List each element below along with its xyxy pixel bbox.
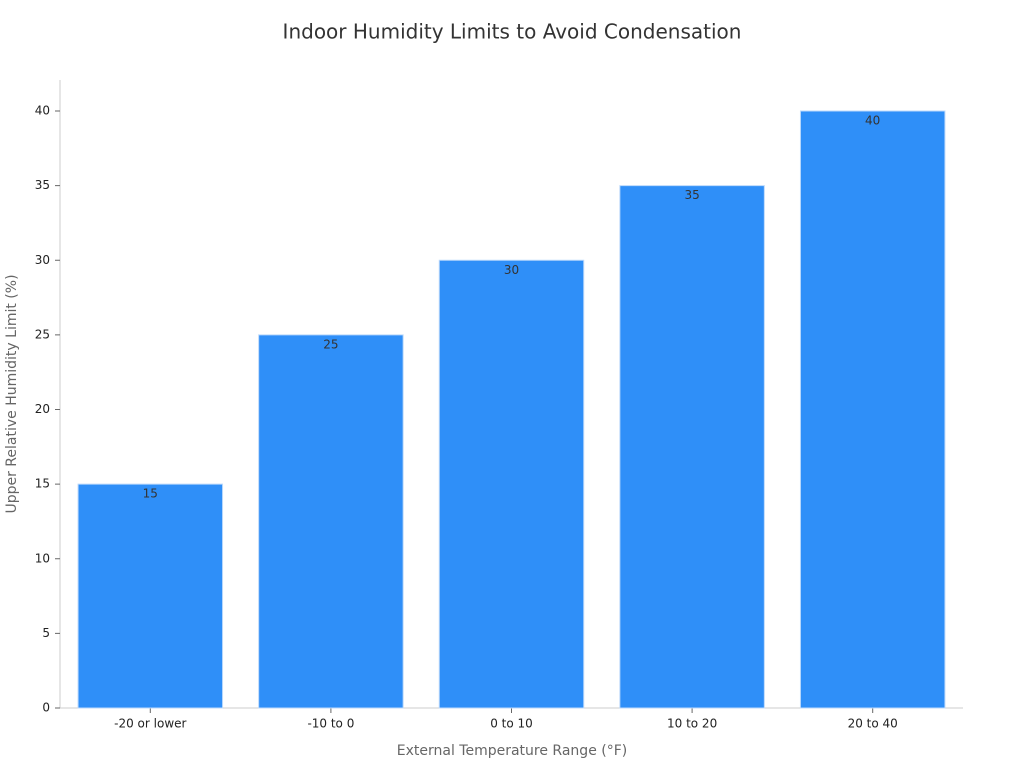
bar: [77, 483, 224, 709]
y-tick-label: 35: [35, 178, 50, 192]
y-tick-label: 25: [35, 327, 50, 341]
x-axis-label: External Temperature Range (°F): [397, 743, 627, 759]
y-tick-label: 30: [35, 253, 50, 267]
bar: [258, 334, 404, 709]
data-label: 35: [684, 188, 699, 202]
x-tick-label: -20 or lower: [114, 717, 186, 731]
bar: [799, 110, 946, 709]
y-axis-label: Upper Relative Humidity Limit (%): [4, 274, 20, 513]
data-label: 25: [323, 337, 338, 351]
chart-title: Indoor Humidity Limits to Avoid Condensa…: [283, 20, 742, 44]
bar: [438, 259, 585, 709]
x-tick-label: -10 to 0: [307, 717, 354, 731]
data-label: 15: [143, 487, 158, 501]
x-tick-label: 10 to 20: [667, 717, 717, 731]
data-label: 40: [865, 114, 880, 128]
y-tick-label: 15: [35, 477, 50, 491]
data-label: 30: [504, 263, 519, 277]
y-tick-label: 40: [35, 104, 50, 118]
x-tick-label: 0 to 10: [490, 717, 533, 731]
x-tick-label: 20 to 40: [848, 717, 898, 731]
y-tick-label: 20: [35, 402, 50, 416]
y-tick-label: 5: [42, 626, 50, 640]
bar: [619, 185, 765, 709]
y-tick-label: 0: [42, 701, 50, 715]
y-tick-label: 10: [35, 551, 50, 565]
